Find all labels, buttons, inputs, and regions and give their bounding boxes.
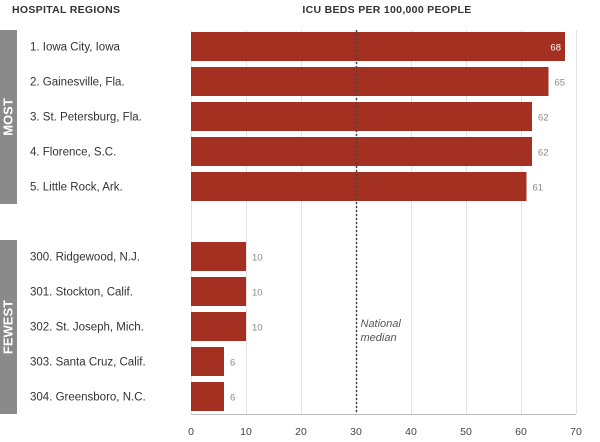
row-label: 4. Florence, S.C. xyxy=(30,147,116,159)
tick-label: 70 xyxy=(570,426,582,438)
tick-label: 10 xyxy=(240,426,252,438)
tick-label: 60 xyxy=(515,426,527,438)
tick-label: 20 xyxy=(295,426,307,438)
data-label: 62 xyxy=(538,148,549,159)
row-label: 301. Stockton, Calif. xyxy=(30,287,133,299)
row-label: 303. Santa Cruz, Calif. xyxy=(30,357,146,369)
bar xyxy=(191,137,532,166)
group-label: FEWEST xyxy=(1,300,16,354)
bar xyxy=(191,242,246,271)
data-label: 62 xyxy=(538,113,549,124)
bar xyxy=(191,67,549,96)
data-label: 10 xyxy=(252,288,263,299)
data-label: 61 xyxy=(533,183,544,194)
row-label: 302. St. Joseph, Mich. xyxy=(30,322,144,334)
bar xyxy=(191,102,532,131)
bar xyxy=(191,382,224,411)
tick-label: 0 xyxy=(188,426,194,438)
column-header-icu-beds: ICU BEDS PER 100,000 PEOPLE xyxy=(302,4,472,16)
tick-label: 40 xyxy=(405,426,417,438)
bar xyxy=(191,347,224,376)
row-label: 5. Little Rock, Ark. xyxy=(30,182,123,194)
data-label: 6 xyxy=(230,358,235,369)
bar xyxy=(191,32,565,61)
median-annotation: National xyxy=(361,318,402,330)
row-label: 3. St. Petersburg, Fla. xyxy=(30,112,142,124)
data-label: 10 xyxy=(252,323,263,334)
data-label: 65 xyxy=(555,78,566,89)
median-annotation: median xyxy=(361,332,397,344)
data-label: 68 xyxy=(550,43,561,54)
bar xyxy=(191,277,246,306)
data-label: 6 xyxy=(230,393,235,404)
tick-label: 50 xyxy=(460,426,472,438)
row-label: 2. Gainesville, Fla. xyxy=(30,77,125,89)
column-header-regions: HOSPITAL REGIONS xyxy=(12,4,121,16)
data-label: 10 xyxy=(252,253,263,264)
bar xyxy=(191,312,246,341)
group-side-band xyxy=(0,30,17,204)
row-label: 300. Ridgewood, N.J. xyxy=(30,252,140,264)
bar xyxy=(191,172,527,201)
row-label: 304. Greensboro, N.C. xyxy=(30,392,146,404)
row-label: 1. Iowa City, Iowa xyxy=(30,42,121,54)
group-side-band xyxy=(0,240,17,414)
group-label: MOST xyxy=(1,98,16,136)
tick-label: 30 xyxy=(350,426,362,438)
